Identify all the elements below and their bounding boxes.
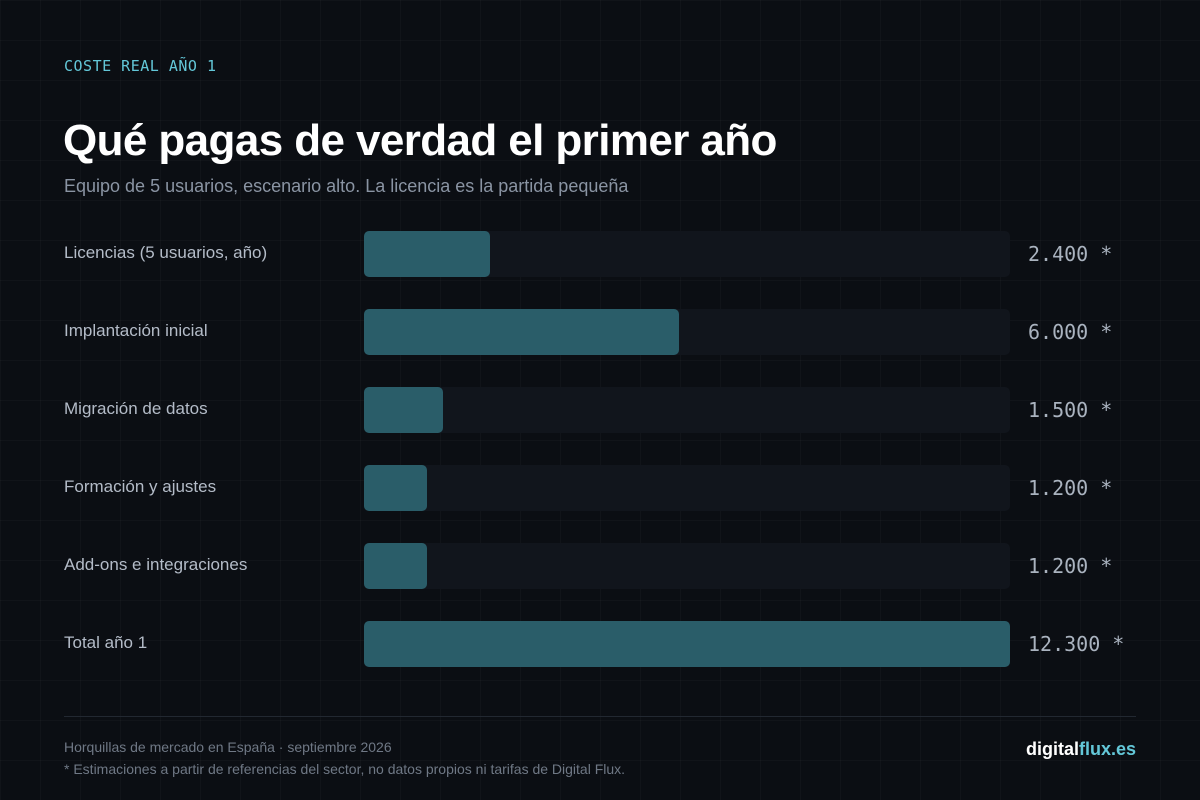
value-label: 6.000 * (1028, 320, 1113, 344)
value-label: 1.200 * (1028, 554, 1113, 578)
bar (364, 621, 1010, 667)
chart-row: Migración de datos 1.500 * (0, 387, 1200, 433)
category-label: Add-ons e integraciones (64, 555, 248, 574)
bar-track (364, 543, 1010, 589)
value-label: 1.500 * (1028, 398, 1113, 422)
category-label: Licencias (5 usuarios, año) (64, 243, 268, 262)
chart-row: Licencias (5 usuarios, año) 2.400 * (0, 231, 1200, 277)
value-label: 2.400 * (1028, 242, 1113, 266)
bar (364, 465, 427, 511)
category-label: Migración de datos (64, 399, 208, 418)
chart-row: Implantación inicial 6.000 * (0, 309, 1200, 355)
bar (364, 309, 679, 355)
chart-row: Add-ons e integraciones 1.200 * (0, 543, 1200, 589)
brand-logo[interactable]: digitalflux.es (1026, 739, 1136, 760)
bar (364, 231, 490, 277)
chart-title: Qué pagas de verdad el primer año (63, 116, 777, 165)
category-label: Formación y ajustes (64, 477, 217, 496)
category-label: Total año 1 (64, 633, 148, 652)
brand-domain: flux.es (1078, 739, 1136, 759)
value-label: 12.300 * (1028, 632, 1125, 656)
source-note: Horquillas de mercado en España · septie… (64, 739, 392, 755)
chart-row: Total año 1 12.300 * (0, 621, 1200, 667)
bar-track (364, 387, 1010, 433)
bar-track (364, 621, 1010, 667)
footer-divider (64, 716, 1136, 717)
bar-track (364, 465, 1010, 511)
bar (364, 543, 427, 589)
bar (364, 387, 443, 433)
eyebrow-label: COSTE REAL AÑO 1 (64, 57, 217, 75)
chart-row: Formación y ajustes 1.200 * (0, 465, 1200, 511)
bar-track (364, 309, 1010, 355)
brand-name: digital (1025, 739, 1079, 759)
footnote: * Estimaciones a partir de referencias d… (64, 761, 626, 777)
bar-track (364, 231, 1010, 277)
category-label: Implantación inicial (64, 321, 208, 340)
value-label: 1.200 * (1028, 476, 1113, 500)
chart-subtitle: Equipo de 5 usuarios, escenario alto. La… (64, 176, 629, 196)
